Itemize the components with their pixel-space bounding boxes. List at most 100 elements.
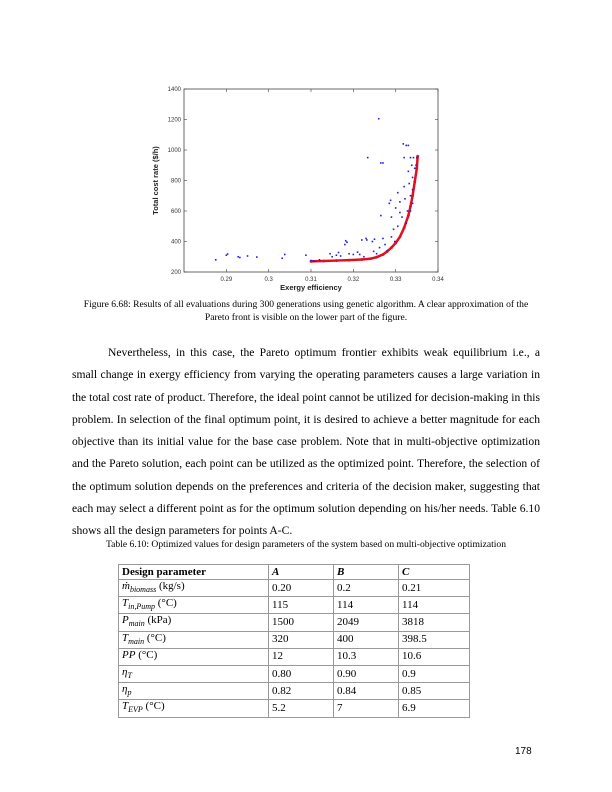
evaluation-point xyxy=(406,210,409,212)
value-cell: 0.20 xyxy=(268,578,334,598)
table-caption: Table 6.10: Optimized values for design … xyxy=(105,539,507,550)
table-row: ηT 0.80 0.90 0.9 xyxy=(118,664,470,684)
parameter-cell: Pmain (kPa) xyxy=(118,613,269,632)
value-cell: 10.3 xyxy=(333,647,399,666)
evaluation-point xyxy=(335,254,338,257)
parameter-unit: (°C) xyxy=(144,631,166,644)
evaluation-point xyxy=(394,240,396,243)
evaluation-point xyxy=(386,249,388,252)
evaluation-point xyxy=(373,238,376,241)
evaluation-point xyxy=(401,216,403,218)
parameter-symbol: T xyxy=(122,631,129,644)
parameter-subscript: main xyxy=(128,636,145,646)
evaluation-point xyxy=(388,202,391,205)
evaluation-point xyxy=(337,251,340,254)
evaluation-point xyxy=(380,162,382,164)
y-tick-label: 600 xyxy=(171,209,182,215)
parameter-unit: (°C) xyxy=(142,700,165,713)
evaluation-point xyxy=(380,214,382,217)
evaluation-point xyxy=(281,257,284,260)
parameter-cell: Tin,Pump (°C) xyxy=(118,596,269,615)
table-row: PP (°C) 12 10.3 10.6 xyxy=(118,647,470,666)
evaluation-point xyxy=(390,216,393,218)
pareto-front-line xyxy=(310,156,419,263)
evaluation-point xyxy=(331,255,333,258)
header-parameter: Design parameter xyxy=(118,564,269,580)
evaluation-point xyxy=(226,253,229,255)
evaluation-point xyxy=(356,251,359,253)
parameter-cell: ηp xyxy=(118,682,269,701)
evaluation-point xyxy=(389,199,392,202)
x-axis-label: Exergy efficiency xyxy=(280,283,343,292)
value-cell: 0.2 xyxy=(333,578,399,598)
evaluation-point xyxy=(403,156,405,159)
evaluation-point xyxy=(409,210,412,212)
evaluation-point xyxy=(399,211,401,214)
evaluation-point xyxy=(411,202,414,205)
y-axis-label: Total cost rate ($/h) xyxy=(151,146,160,215)
value-cell: 3818 xyxy=(398,613,470,632)
value-cell: 12 xyxy=(268,647,334,666)
evaluation-point xyxy=(413,167,416,170)
evaluation-point xyxy=(390,236,393,238)
value-cell: 0.82 xyxy=(268,682,334,701)
parameter-cell: ηT xyxy=(118,664,269,684)
page-number: 178 xyxy=(515,746,532,757)
evaluation-point xyxy=(214,259,217,261)
value-cell: 115 xyxy=(268,596,334,615)
plot-area xyxy=(183,88,439,273)
evaluation-point xyxy=(344,243,346,246)
design-parameter-table: Design parameter A B C ṁbiomass (kg/s) 0.… xyxy=(118,564,470,718)
parameter-cell: TEVP (°C) xyxy=(118,699,269,718)
value-cell: 114 xyxy=(398,596,470,615)
evaluation-point xyxy=(366,156,369,159)
body-paragraph: Nevertheless, in this case, the Pareto o… xyxy=(72,346,540,538)
y-tick-label: 800 xyxy=(171,179,182,185)
evaluation-point xyxy=(403,185,405,188)
parameter-subscript: T xyxy=(127,671,132,681)
evaluation-point xyxy=(377,117,380,120)
value-cell: 320 xyxy=(268,630,334,649)
evaluation-point xyxy=(402,143,405,145)
evaluation-point xyxy=(375,252,378,255)
x-tick-label: 0.32 xyxy=(347,277,359,283)
value-cell: 7 xyxy=(333,699,399,718)
value-cell: 400 xyxy=(333,630,399,649)
evaluation-point xyxy=(378,246,381,249)
y-tick-label: 200 xyxy=(171,270,182,276)
evaluation-point xyxy=(283,253,286,256)
value-cell: 0.9 xyxy=(398,664,470,684)
evaluation-point xyxy=(348,252,350,255)
value-cell: 2049 xyxy=(333,613,399,632)
evaluation-point xyxy=(366,239,368,241)
evaluation-point xyxy=(358,253,361,256)
evaluation-point xyxy=(412,156,415,159)
evaluation-point xyxy=(392,228,395,231)
evaluation-point xyxy=(329,252,331,255)
evaluation-point xyxy=(310,259,312,262)
value-cell: 0.90 xyxy=(333,664,399,684)
parameter-subscript: p xyxy=(127,688,132,698)
value-cell: 1500 xyxy=(268,613,334,632)
value-cell: 0.21 xyxy=(398,578,470,598)
evaluation-point xyxy=(346,241,348,244)
evaluation-point xyxy=(372,250,375,253)
evaluation-point xyxy=(409,194,412,197)
parameter-cell: ṁbiomass (kg/s) xyxy=(118,578,269,598)
evaluation-point xyxy=(408,182,411,185)
y-tick-label: 1200 xyxy=(168,118,182,124)
parameter-subscript: biomass xyxy=(129,585,157,595)
parameter-subscript: EVP xyxy=(128,705,143,715)
x-tick-label: 0.33 xyxy=(390,277,402,283)
parameter-unit: (°C) xyxy=(135,648,158,661)
evaluation-point xyxy=(237,255,239,258)
header-a: A xyxy=(268,564,334,580)
y-tick-label: 1400 xyxy=(168,87,182,93)
evaluation-point xyxy=(382,237,384,240)
evaluation-point xyxy=(363,255,365,258)
table-row: Tmain (°C) 320 400 398.5 xyxy=(118,630,470,649)
evaluation-point xyxy=(399,201,401,203)
y-tick-label: 400 xyxy=(171,240,182,246)
evaluation-point xyxy=(225,254,228,257)
evaluation-point xyxy=(405,144,408,147)
